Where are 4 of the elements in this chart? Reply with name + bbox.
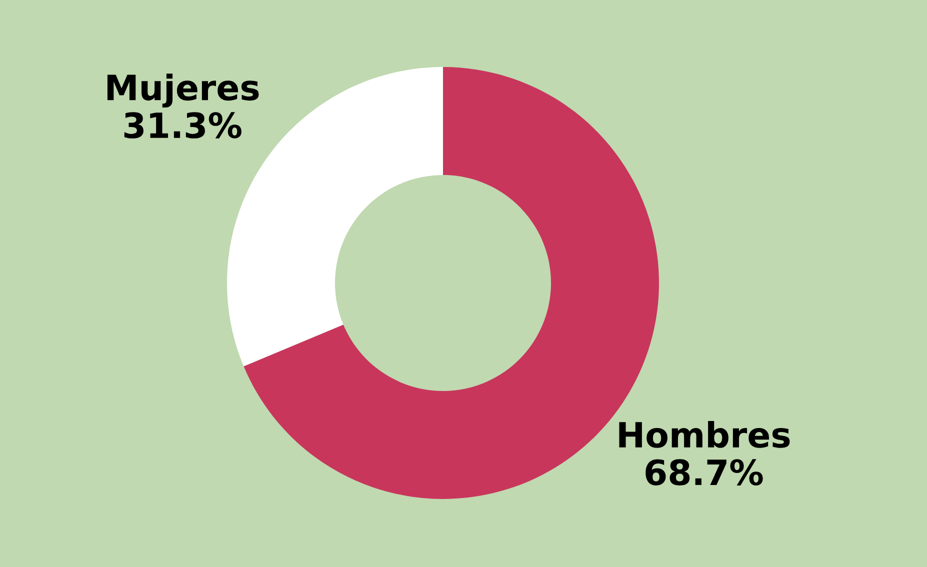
data-label: 31.3% (124, 112, 242, 138)
data-label: 68.7% (646, 459, 763, 486)
slice-label: Mujeres (107, 74, 259, 108)
slice-label: Hombres (619, 421, 790, 448)
